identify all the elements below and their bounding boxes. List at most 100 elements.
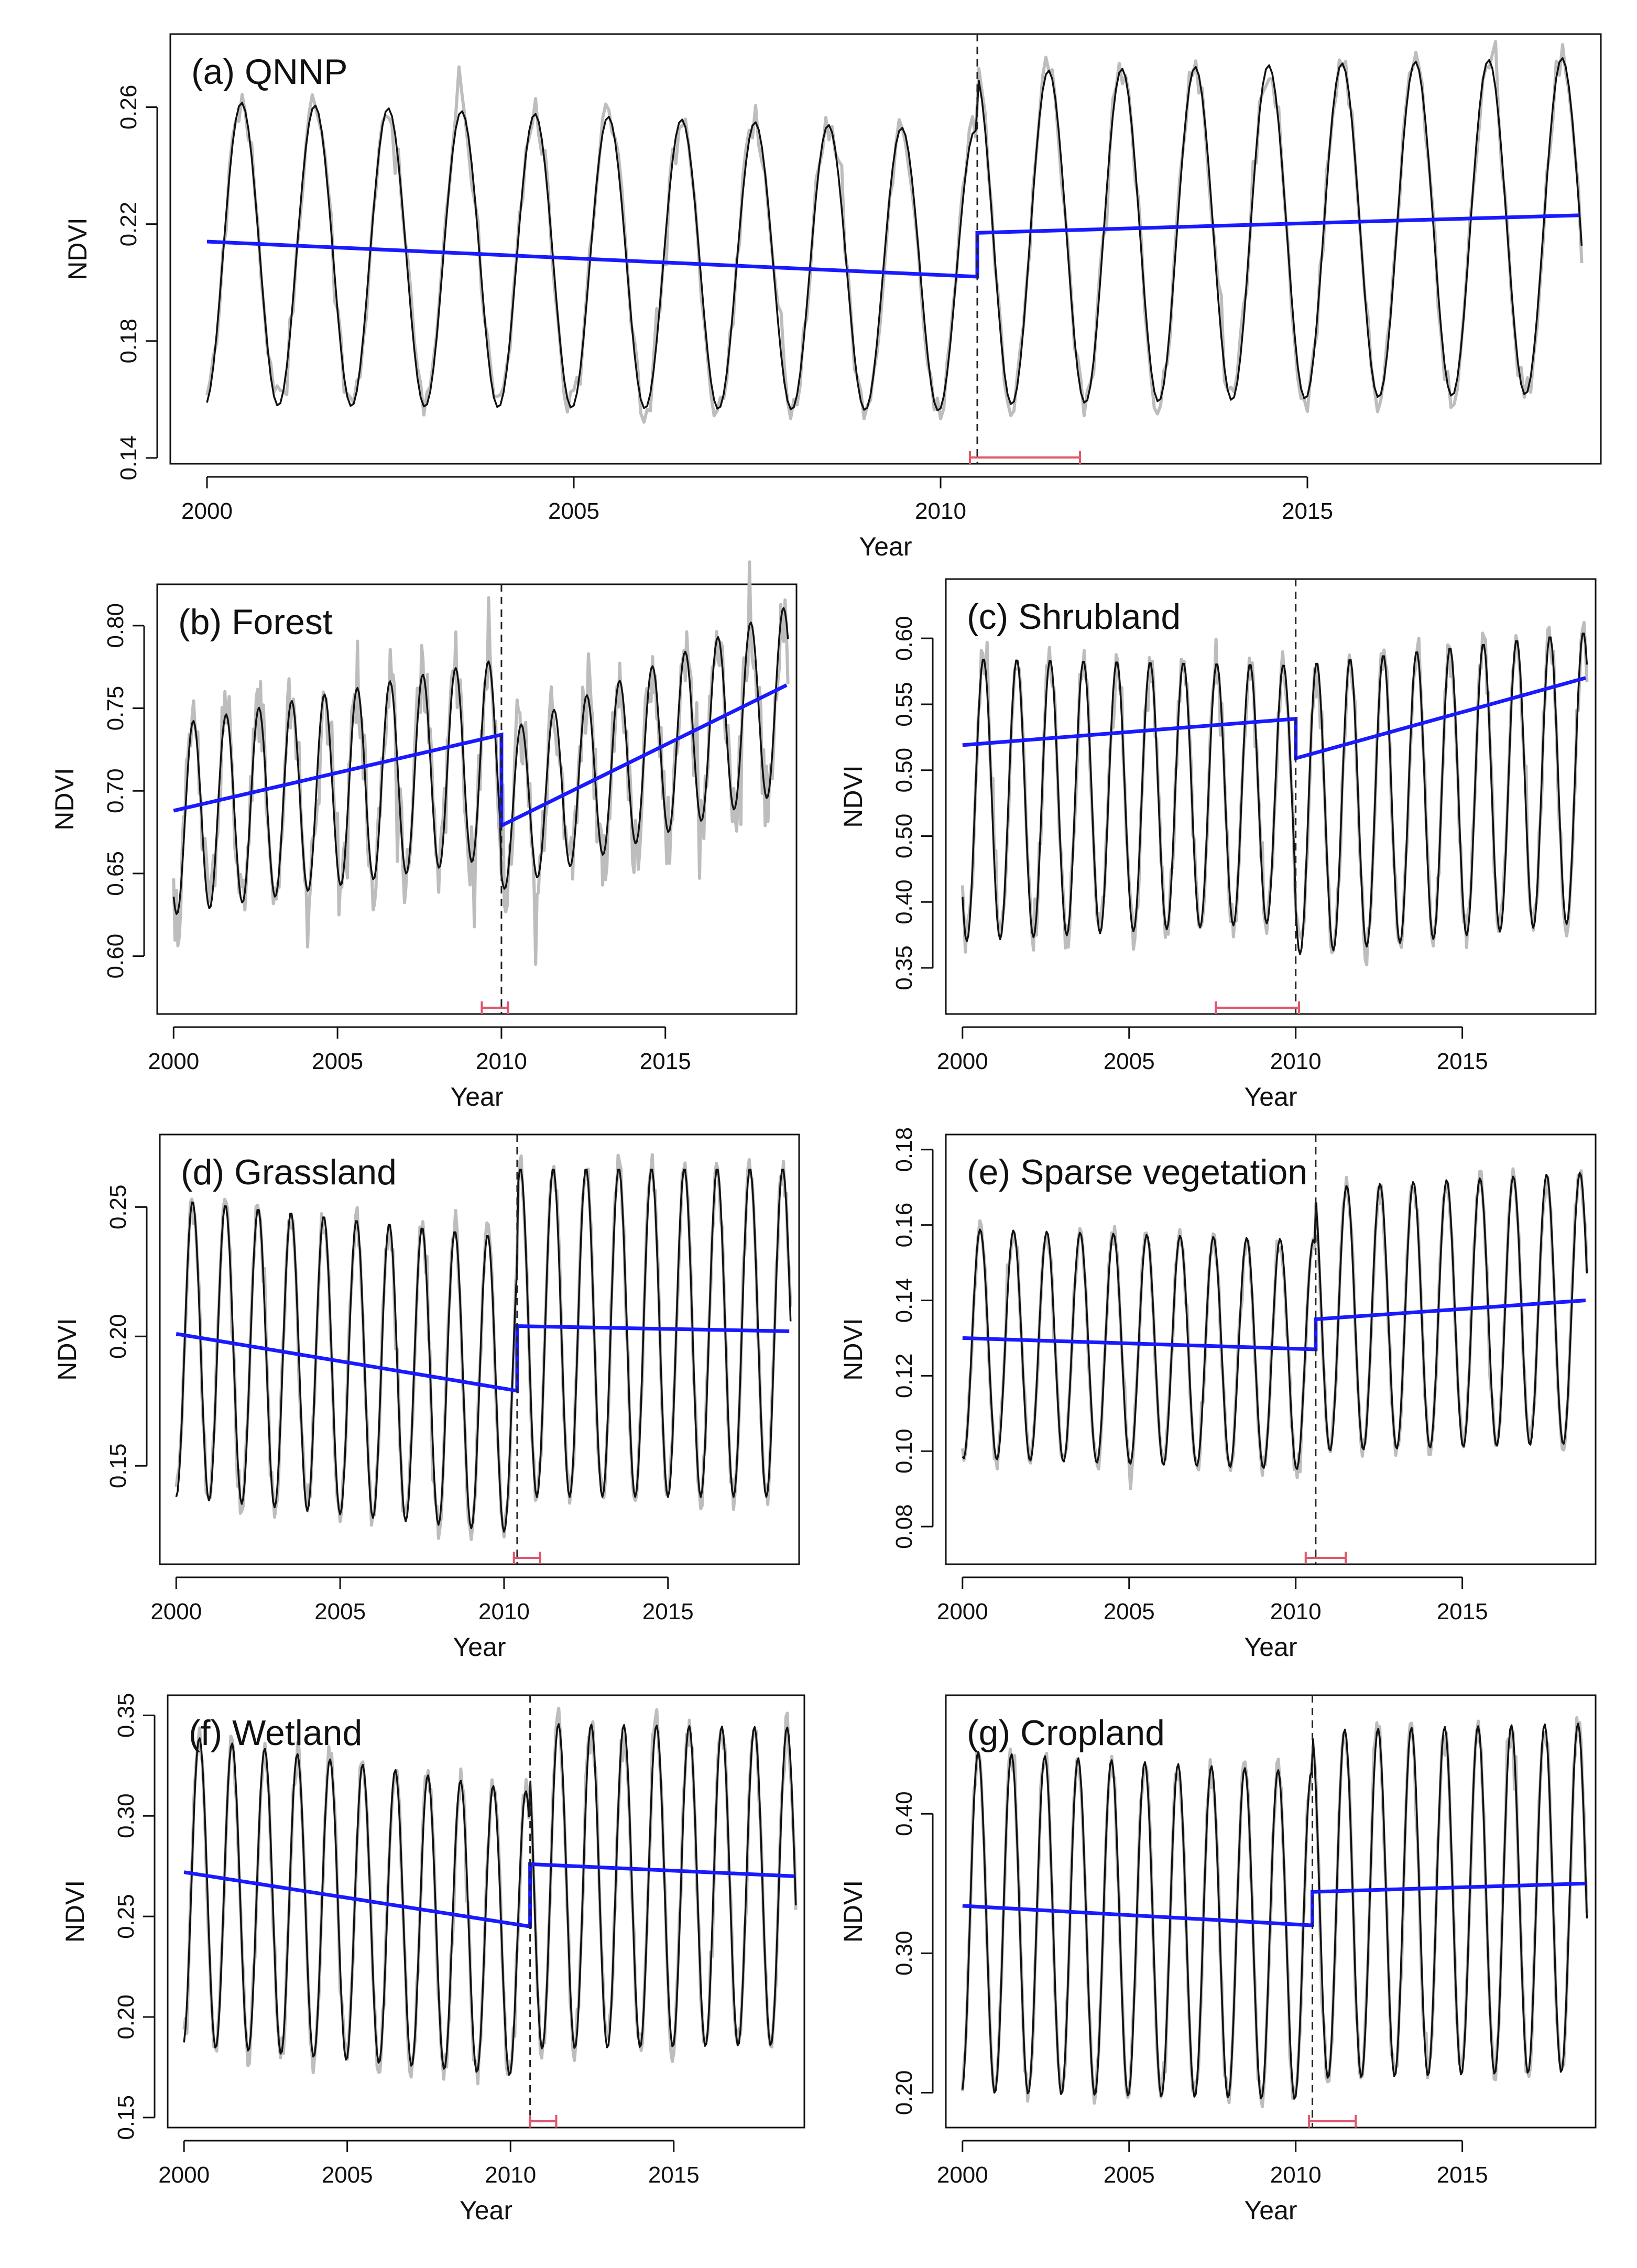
observed-series-line	[182, 1706, 798, 2086]
x-axis-label: Year	[450, 1082, 503, 1111]
y-tick-label: 0.40	[891, 1791, 917, 1836]
x-tick-label: 2010	[476, 1049, 527, 1074]
x-tick-label: 2015	[640, 1049, 691, 1074]
breakpoint-ci-bracket	[512, 1552, 541, 1564]
y-tick-label: 0.35	[891, 945, 917, 990]
x-axis-label: Year	[859, 532, 912, 561]
x-tick-label: 2010	[1270, 1049, 1322, 1074]
x-tick-label: 2005	[1104, 1049, 1155, 1074]
panel-title: (e) Sparse vegetation	[967, 1152, 1307, 1192]
y-tick-label: 0.65	[103, 851, 128, 896]
x-tick-label: 2000	[148, 1049, 199, 1074]
x-tick-label: 2005	[1104, 1599, 1155, 1624]
plot-frame	[159, 1133, 800, 1565]
plot-frame	[945, 1694, 1597, 2129]
panel-d: (d) Grassland 2000 2005 2010 2015 Year 0.15 0.2…	[52, 1133, 800, 1662]
y-tick-label: 0.14	[891, 1278, 917, 1323]
x-tick-label: 2010	[915, 498, 966, 524]
trend-line	[183, 1862, 795, 1929]
y-axis-label: NDVI	[63, 217, 92, 280]
y-tick-label: 0.70	[103, 768, 128, 813]
panel-a: (a) QNNP 2000 2005 2010 2015 Year 0.14 0.18 0.22…	[63, 33, 1602, 561]
panel-e: (e) Sparse vegetation 2000 2005 2010 2015 Yea…	[838, 1127, 1597, 1662]
x-axis-label: Year	[453, 1632, 506, 1662]
y-tick-label: 0.80	[103, 603, 128, 648]
panel-b: (b) Forest 2000 2005 2010 2015 Year 0.60 0.65 0.…	[50, 560, 798, 1111]
y-tick-label: 0.18	[891, 1127, 917, 1172]
x-tick-label: 2015	[1437, 1049, 1488, 1074]
x-tick-label: 2015	[1437, 2162, 1488, 2188]
fitted-series-line	[183, 1723, 797, 2076]
y-tick-label: 0.08	[891, 1504, 917, 1549]
x-axis-label: Year	[1244, 1082, 1297, 1111]
y-tick-label: 0.30	[891, 1931, 917, 1976]
observed-series-line	[961, 1167, 1589, 1490]
y-tick-label: 0.25	[105, 1184, 131, 1229]
observed-series-line	[205, 40, 1584, 424]
plot-frame	[945, 1133, 1597, 1565]
panel-title: (g) Cropland	[967, 1713, 1165, 1753]
y-tick-label: 0.50	[891, 814, 917, 859]
trend-line	[962, 1298, 1586, 1351]
x-tick-label: 2005	[314, 1599, 366, 1624]
breakpoint-ci-bracket	[529, 2115, 558, 2128]
x-axis-label: Year	[1244, 1632, 1297, 1662]
plot-frame	[945, 578, 1597, 1015]
fitted-series-line	[962, 1172, 1588, 1470]
panel-g: (g) Cropland 2000 2005 2010 2015 Year 0.20 0.30…	[838, 1694, 1597, 2225]
y-axis-label: NDVI	[838, 1318, 868, 1380]
y-axis-label: NDVI	[50, 768, 79, 830]
breakpoint-ci-bracket	[1215, 1001, 1301, 1014]
y-tick-label: 0.26	[116, 85, 141, 130]
fitted-series-line	[962, 633, 1588, 955]
y-axis-label: NDVI	[838, 1880, 868, 1943]
fitted-series-line	[206, 57, 1583, 411]
fitted-series-line	[962, 1722, 1588, 2100]
fitted-series-line	[172, 607, 789, 915]
x-tick-label: 2010	[478, 1599, 530, 1624]
breakpoint-ci-bracket	[1304, 1552, 1347, 1564]
trend-line	[176, 1324, 790, 1393]
x-axis-label: Year	[460, 2196, 512, 2225]
panel-c: (c) Shrubland 2000 2005 2010 2015 Year 0.35 0.4…	[838, 578, 1597, 1111]
x-tick-label: 2005	[548, 498, 599, 524]
x-tick-label: 2015	[1437, 1599, 1488, 1624]
y-tick-label: 0.15	[105, 1443, 131, 1488]
y-tick-label: 0.75	[103, 686, 128, 731]
panel-title: (f) Wetland	[189, 1713, 362, 1753]
breakpoint-ci-bracket	[969, 451, 1081, 464]
y-tick-label: 0.14	[116, 435, 141, 481]
panel-title: (b) Forest	[178, 602, 333, 642]
fitted-series-line	[175, 1169, 792, 1533]
x-tick-label: 2000	[937, 1049, 988, 1074]
y-tick-label: 0.12	[891, 1354, 917, 1399]
panel-f: (f) Wetland 2000 2005 2010 2015 Year 0.15 0.20 0…	[60, 1693, 805, 2225]
x-tick-label: 2010	[485, 2162, 536, 2188]
plot-frame	[169, 33, 1602, 465]
y-tick-label: 0.60	[891, 616, 917, 661]
x-tick-label: 2005	[322, 2162, 373, 2188]
y-tick-label: 0.40	[891, 879, 917, 924]
trend-line	[962, 676, 1586, 761]
x-tick-label: 2000	[150, 1599, 202, 1624]
y-tick-label: 0.60	[103, 934, 128, 979]
x-tick-label: 2015	[1282, 498, 1333, 524]
y-axis-label: NDVI	[52, 1318, 82, 1380]
x-tick-label: 2015	[642, 1599, 694, 1624]
x-tick-label: 2010	[1270, 2162, 1322, 2188]
y-tick-label: 0.50	[891, 748, 917, 793]
plot-frame	[156, 583, 798, 1015]
y-tick-label: 0.35	[113, 1693, 139, 1738]
trend-line	[206, 213, 1579, 279]
breakpoint-ci-bracket	[481, 1001, 509, 1014]
x-tick-label: 2010	[1270, 1599, 1322, 1624]
panel-title: (d) Grassland	[181, 1152, 397, 1192]
plot-frame	[167, 1694, 805, 2129]
x-axis-label: Year	[1244, 2196, 1297, 2225]
panel-title: (c) Shrubland	[967, 597, 1181, 637]
panel-title: (a) QNNP	[191, 52, 347, 92]
y-tick-label: 0.15	[113, 2095, 139, 2140]
y-axis-label: NDVI	[60, 1880, 90, 1943]
